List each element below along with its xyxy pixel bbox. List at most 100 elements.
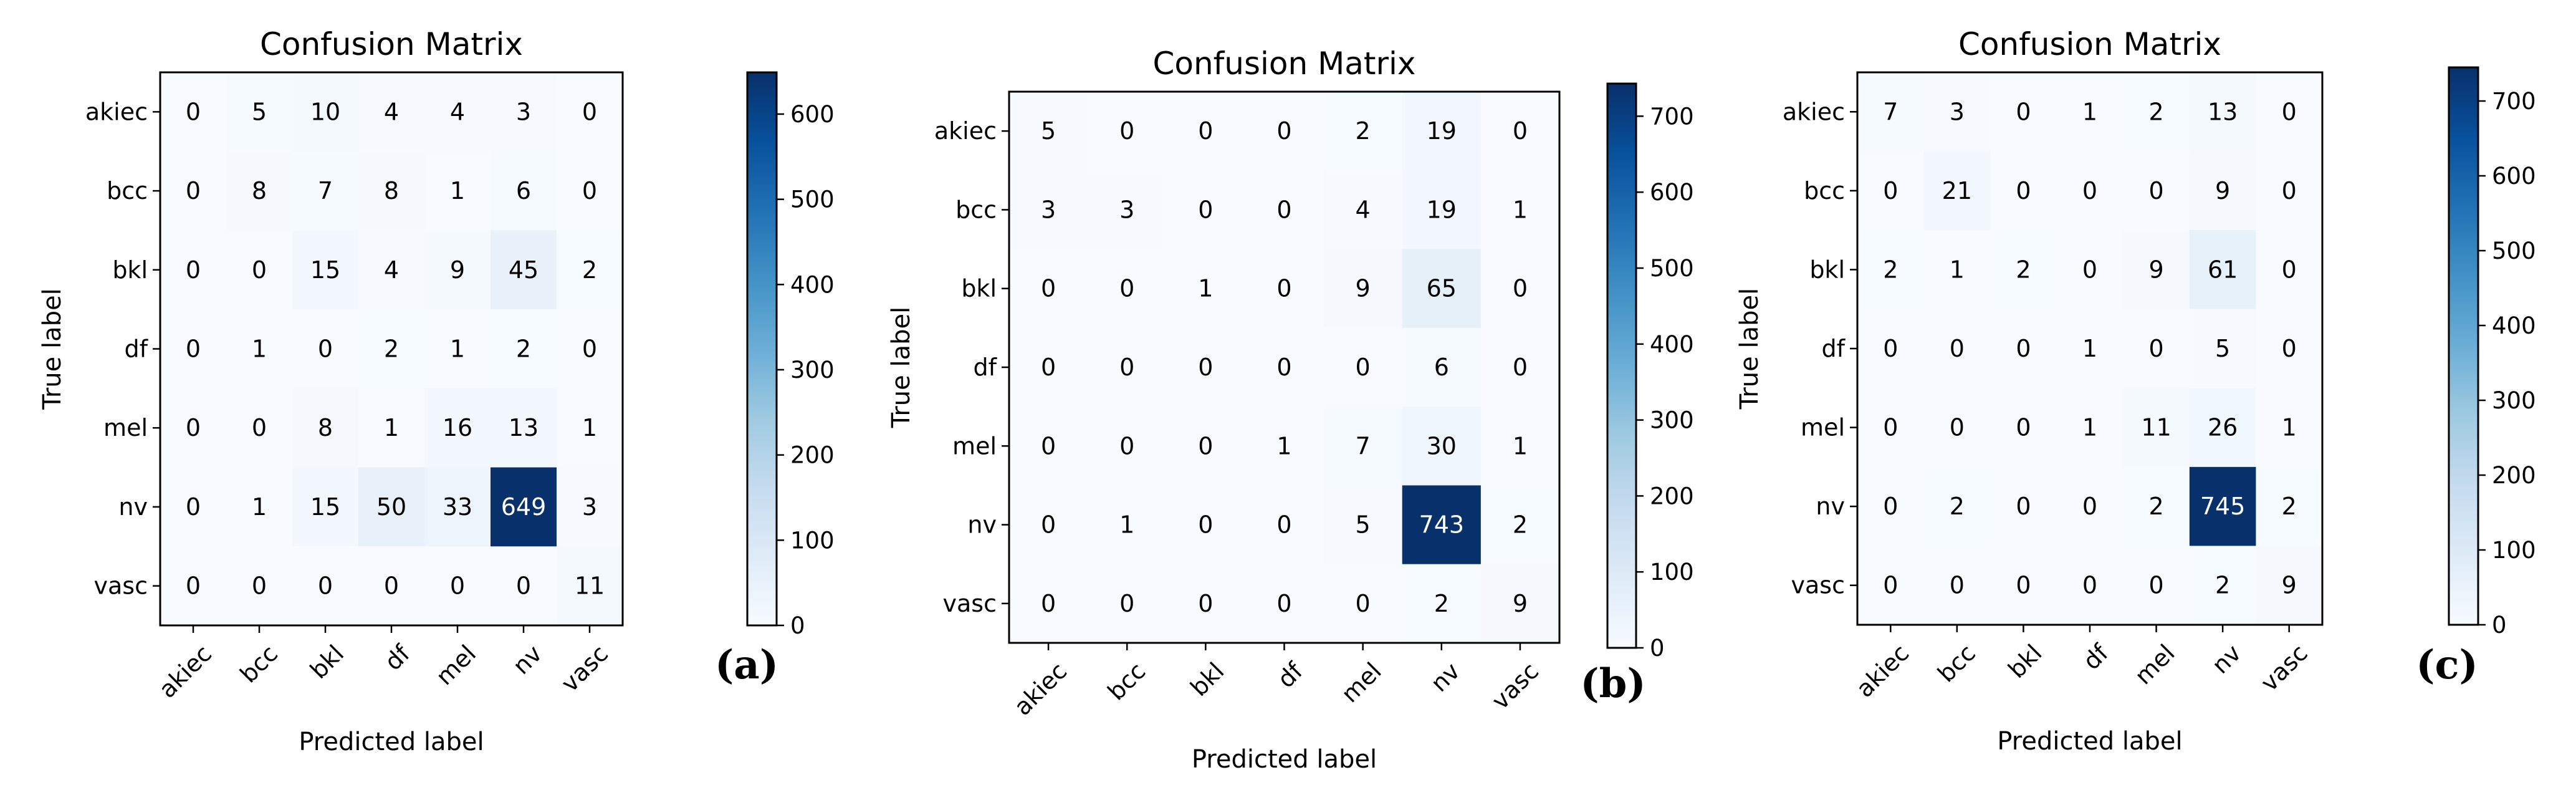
heatmap-cell (1245, 485, 1324, 565)
cell-value-label: 19 (1427, 117, 1457, 145)
colorbar-tick-label: 400 (1650, 331, 1694, 358)
cell-value-label: 0 (186, 493, 201, 521)
heatmap-cell (1009, 407, 1088, 486)
heatmap-cell (491, 388, 557, 468)
cell-value-label: 0 (2148, 177, 2163, 205)
cell-value-label: 0 (2148, 335, 2163, 362)
y-tick-label: bkl (112, 256, 148, 284)
colorbar-tick-label: 100 (790, 527, 835, 554)
x-tick-label: bkl (1185, 657, 1229, 701)
heatmap-cell (160, 309, 227, 389)
y-tick-label: mel (1801, 414, 1845, 441)
cell-value-label: 0 (1041, 511, 1056, 539)
cell-value-label: 1 (252, 493, 267, 521)
colorbar-frame (1606, 82, 1637, 649)
heatmap-cell (491, 467, 557, 547)
x-tick-label: vasc (556, 640, 613, 697)
cell-value-label: 4 (1356, 196, 1371, 223)
cell-value-label: 0 (2016, 572, 2031, 599)
cell-value-label: 0 (1950, 572, 1965, 599)
x-axis-label: Predicted label (1997, 727, 2182, 756)
y-tick-label: bkl (1809, 256, 1845, 283)
heatmap-cell (1857, 466, 1925, 547)
cell-value-label: 45 (509, 256, 539, 284)
heatmap-cell (358, 230, 425, 310)
heatmap-cell (1245, 249, 1324, 329)
cell-value-label: 0 (1198, 511, 1213, 539)
heatmap-cell (2056, 72, 2124, 152)
heatmap-cell (292, 309, 359, 389)
cell-value-label: 61 (2208, 256, 2238, 283)
cell-value-label: 0 (2082, 493, 2097, 520)
heatmap-cell (1402, 170, 1482, 250)
cell-value-label: 0 (186, 414, 201, 441)
cell-value-label: 0 (2082, 572, 2097, 599)
heatmap-cell (1990, 230, 2057, 310)
cell-value-label: 2 (384, 335, 399, 363)
cell-value-label: 33 (443, 493, 472, 521)
cell-value-label: 0 (1198, 590, 1213, 617)
cell-value-label: 9 (450, 256, 465, 284)
cell-value-label: 0 (1119, 432, 1134, 460)
heatmap-cell (358, 309, 425, 389)
colorbar-tick-label: 300 (790, 357, 835, 383)
heatmap-cell (1088, 407, 1167, 486)
cell-value-label: 6 (1434, 354, 1449, 381)
heatmap-cell (2123, 388, 2190, 468)
x-tick-label: df (1272, 657, 1309, 693)
heatmap-cell (1245, 564, 1324, 643)
heatmap-cell (1923, 230, 1991, 310)
heatmap-cell (2189, 388, 2257, 468)
heatmap-cell (2189, 151, 2257, 231)
heatmap-cell (1402, 327, 1482, 407)
cell-value-label: 9 (2148, 256, 2163, 283)
cell-value-label: 0 (186, 256, 201, 284)
cell-value-label: 0 (1119, 117, 1134, 145)
cell-value-label: 0 (1041, 275, 1056, 302)
cell-value-label: 65 (1427, 275, 1457, 302)
x-axis-label: Predicted label (299, 728, 484, 756)
heatmap-cell (1323, 249, 1403, 329)
cell-value-label: 0 (1041, 590, 1056, 617)
y-tick-label: bcc (107, 177, 148, 205)
heatmap-cell (557, 72, 623, 152)
y-tick-label: mel (952, 432, 997, 460)
cell-value-label: 0 (1198, 354, 1213, 381)
heatmap-cell (2189, 466, 2257, 547)
x-tick-label: mel (2129, 639, 2180, 690)
colorbar (1607, 84, 1636, 648)
heatmap-cell (1009, 170, 1088, 250)
heatmap-cell (1402, 485, 1482, 565)
cell-value-label: 0 (1198, 117, 1213, 145)
heatmap-cell (1009, 327, 1088, 407)
heatmap-cell (1923, 388, 1991, 468)
heatmap-cell (358, 546, 425, 626)
colorbar (747, 72, 777, 625)
cell-value-label: 0 (1041, 354, 1056, 381)
heatmap-cell (1323, 564, 1403, 643)
cell-value-label: 2 (1434, 590, 1449, 617)
colorbar-tick-label: 500 (790, 186, 835, 213)
heatmap-cell (1088, 327, 1167, 407)
cell-value-label: 2 (2016, 256, 2031, 283)
heatmap-cell (1480, 485, 1560, 565)
cell-value-label: 1 (384, 414, 399, 441)
heatmap-cell (1009, 92, 1088, 171)
y-tick-label: bcc (955, 196, 997, 223)
cell-value-label: 10 (310, 98, 340, 125)
y-tick-label: akiec (934, 117, 997, 145)
cell-value-label: 7 (318, 177, 333, 205)
heatmap-cell (292, 467, 359, 547)
heatmap-cell (2123, 546, 2190, 625)
colorbar-frame (746, 71, 778, 627)
heatmap-cell (491, 151, 557, 231)
cell-value-label: 0 (582, 335, 597, 363)
x-tick-label: bkl (305, 640, 349, 684)
cell-value-label: 0 (2282, 177, 2297, 205)
y-tick-label: mel (103, 414, 148, 441)
cell-value-label: 9 (2282, 572, 2297, 599)
colorbar-tick-label: 600 (1650, 179, 1694, 206)
cell-value-label: 2 (2148, 493, 2163, 520)
cell-value-label: 2 (1883, 256, 1898, 283)
